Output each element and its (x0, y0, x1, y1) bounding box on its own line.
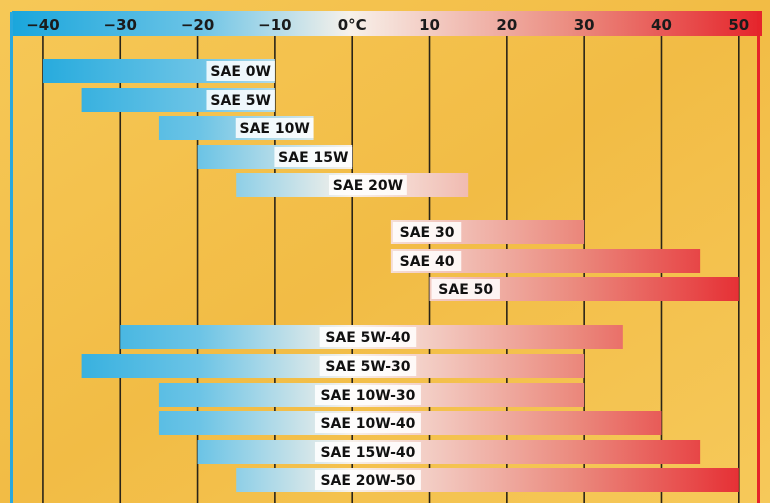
grade-label: SAE 50 (438, 282, 493, 298)
grade-bar-row: SAE 10W-40 (158, 411, 662, 435)
grade-label-box (431, 279, 500, 299)
temperature-scale-strip (12, 11, 762, 36)
grade-bar-row: SAE 15W-40 (197, 440, 701, 464)
grade-label: SAE 15W-40 (320, 445, 415, 461)
grade-label-box (274, 147, 353, 167)
grade-label-box (392, 222, 462, 242)
x-tick-label: 10 (419, 16, 440, 34)
grade-bar-row: SAE 40 (390, 249, 701, 273)
x-tick-label: −10 (258, 16, 291, 34)
grade-label: SAE 30 (400, 225, 455, 241)
grade-bar-row: SAE 15W (197, 145, 353, 169)
grade-label-box (206, 90, 275, 110)
grade-bar (197, 440, 701, 464)
grade-label-box (314, 413, 421, 433)
grade-bar-row: SAE 5W (81, 88, 275, 112)
grade-label-box (235, 118, 314, 138)
x-tick-label: 50 (728, 16, 749, 34)
grade-label: SAE 15W (278, 150, 348, 166)
grade-label-box (392, 251, 462, 271)
grade-bars: SAE 0W SAE 5W SAE 10W SAE 15W SAE 20W SAE 30 S… (42, 59, 739, 492)
grade-bar-row: SAE 50 (429, 277, 739, 301)
grade-label: SAE 20W-50 (320, 473, 415, 489)
grade-label: SAE 10W (240, 121, 310, 137)
x-tick-label: 40 (651, 16, 672, 34)
grade-label: SAE 10W-30 (320, 388, 415, 404)
grade-bar-row: SAE 10W-30 (158, 383, 585, 407)
grade-label-box (319, 327, 417, 347)
grade-label-box (206, 61, 275, 81)
grade-label-box (319, 356, 417, 376)
x-tick-label: 30 (574, 16, 595, 34)
grade-label: SAE 10W-40 (320, 416, 415, 432)
grade-bar-row: SAE 0W (42, 59, 275, 83)
x-tick-label: −20 (181, 16, 214, 34)
grade-bar-row: SAE 10W (158, 116, 314, 140)
grade-label: SAE 40 (400, 254, 455, 270)
grade-label: SAE 20W (333, 178, 403, 194)
x-tick-label: 0°C (338, 16, 367, 34)
grade-label: SAE 0W (210, 64, 271, 80)
x-tick-label: −40 (26, 16, 59, 34)
grade-label-box (314, 385, 421, 405)
grade-bar (236, 468, 739, 492)
grade-label-box (314, 442, 421, 462)
grade-label-box (314, 470, 421, 490)
grade-label: SAE 5W-40 (325, 330, 410, 346)
grade-label: SAE 5W-30 (325, 359, 410, 375)
grade-label-box (329, 175, 407, 195)
left-edge (10, 12, 13, 503)
grade-bar-row: SAE 20W-50 (236, 468, 739, 492)
x-axis-tick-labels: −40 −30 −20 −10 0°C 10 20 30 40 50 (26, 16, 749, 34)
grade-bar-row: SAE 5W-40 (120, 325, 623, 349)
grade-label: SAE 5W (210, 93, 271, 109)
x-tick-label: −30 (104, 16, 137, 34)
x-tick-label: 20 (496, 16, 517, 34)
grade-bar-row: SAE 30 (390, 220, 585, 244)
right-edge (757, 12, 760, 503)
grade-bar-row: SAE 5W-30 (81, 354, 585, 378)
grade-bar-row: SAE 20W (236, 173, 469, 197)
